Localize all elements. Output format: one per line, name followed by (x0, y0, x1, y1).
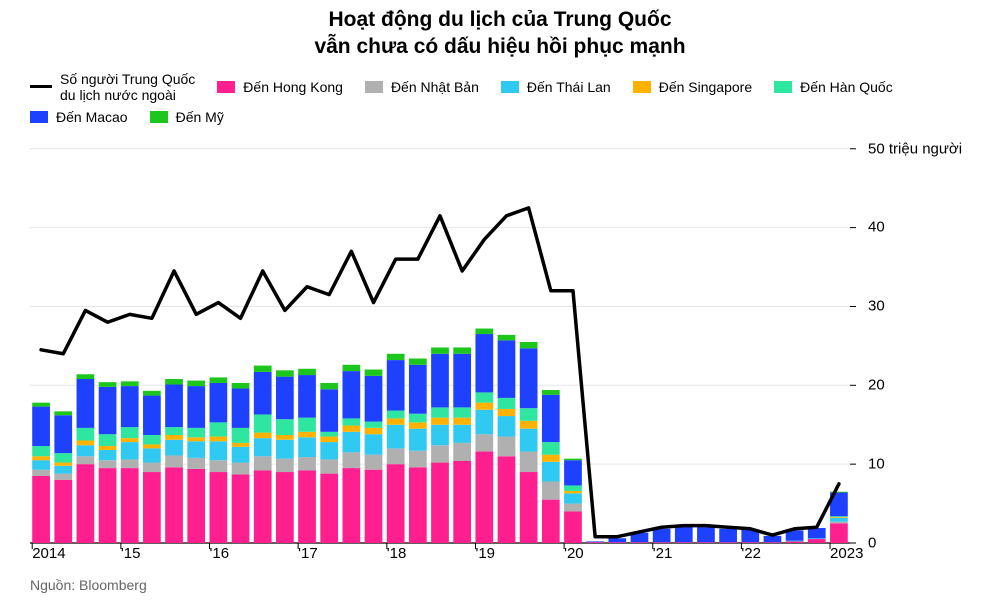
legend-label-japan: Đến Nhật Bản (391, 79, 479, 95)
swatch-singapore (633, 81, 651, 93)
legend-line-label-1: Số người Trung Quốc (60, 71, 195, 87)
legend-label-singapore: Đến Singapore (659, 79, 752, 95)
x-tick-label: '21 (653, 545, 673, 562)
x-tick-label: 2014 (32, 545, 65, 562)
legend-item-hongkong: Đến Hong Kong (217, 79, 343, 95)
legend-label-thailand: Đến Thái Lan (527, 79, 611, 95)
legend-label-usa: Đến Mỹ (176, 109, 224, 125)
legend-item-macao: Đến Macao (30, 109, 128, 125)
y-tick-label: 0 (868, 534, 876, 551)
y-axis: 01020304050 triệu người (858, 133, 978, 543)
chart-title-line1: Hoạt động du lịch của Trung Quốc (0, 6, 1000, 33)
legend-line-label-2: du lịch nước ngoài (60, 87, 195, 103)
x-tick-label: '16 (210, 545, 230, 562)
legend-item-thailand: Đến Thái Lan (501, 79, 611, 95)
x-tick-label: '17 (298, 545, 318, 562)
legend-item-singapore: Đến Singapore (633, 79, 752, 95)
x-tick-label: '19 (475, 545, 495, 562)
legend-line-item: Số người Trung Quốc du lịch nước ngoài (30, 71, 195, 103)
total-line (41, 208, 839, 537)
swatch-hongkong (217, 81, 235, 93)
y-tick-label: 30 (868, 298, 885, 315)
y-tick-label: 40 (868, 219, 885, 236)
x-tick-label: '18 (387, 545, 407, 562)
y-tick-label: 20 (868, 377, 885, 394)
y-tick-label: 50 triệu người (868, 140, 962, 157)
x-tick-label: '15 (121, 545, 141, 562)
legend-label-korea: Đến Hàn Quốc (800, 79, 893, 95)
legend-item-usa: Đến Mỹ (150, 109, 224, 125)
legend-item-japan: Đến Nhật Bản (365, 79, 479, 95)
chart: 01020304050 triệu người 2014'15'16'17'18… (30, 133, 970, 543)
legend: Số người Trung Quốc du lịch nước ngoài Đ… (0, 61, 1000, 125)
y-tick-label: 10 (868, 455, 885, 472)
line-swatch (30, 85, 52, 88)
x-tick-label: '22 (741, 545, 761, 562)
chart-title-line2: vẫn chưa có dấu hiệu hồi phục mạnh (0, 33, 1000, 60)
x-axis: 2014'15'16'17'18'19'20'21'222023 (30, 545, 850, 565)
source-label: Nguồn: Bloomberg (30, 577, 147, 593)
swatch-japan (365, 81, 383, 93)
swatch-usa (150, 111, 168, 123)
x-tick-label: 2023 (830, 545, 863, 562)
swatch-macao (30, 111, 48, 123)
swatch-korea (774, 81, 792, 93)
legend-item-korea: Đến Hàn Quốc (774, 79, 893, 95)
swatch-thailand (501, 81, 519, 93)
x-tick-label: '20 (564, 545, 584, 562)
legend-label-macao: Đến Macao (56, 109, 128, 125)
legend-label-hongkong: Đến Hong Kong (243, 79, 343, 95)
